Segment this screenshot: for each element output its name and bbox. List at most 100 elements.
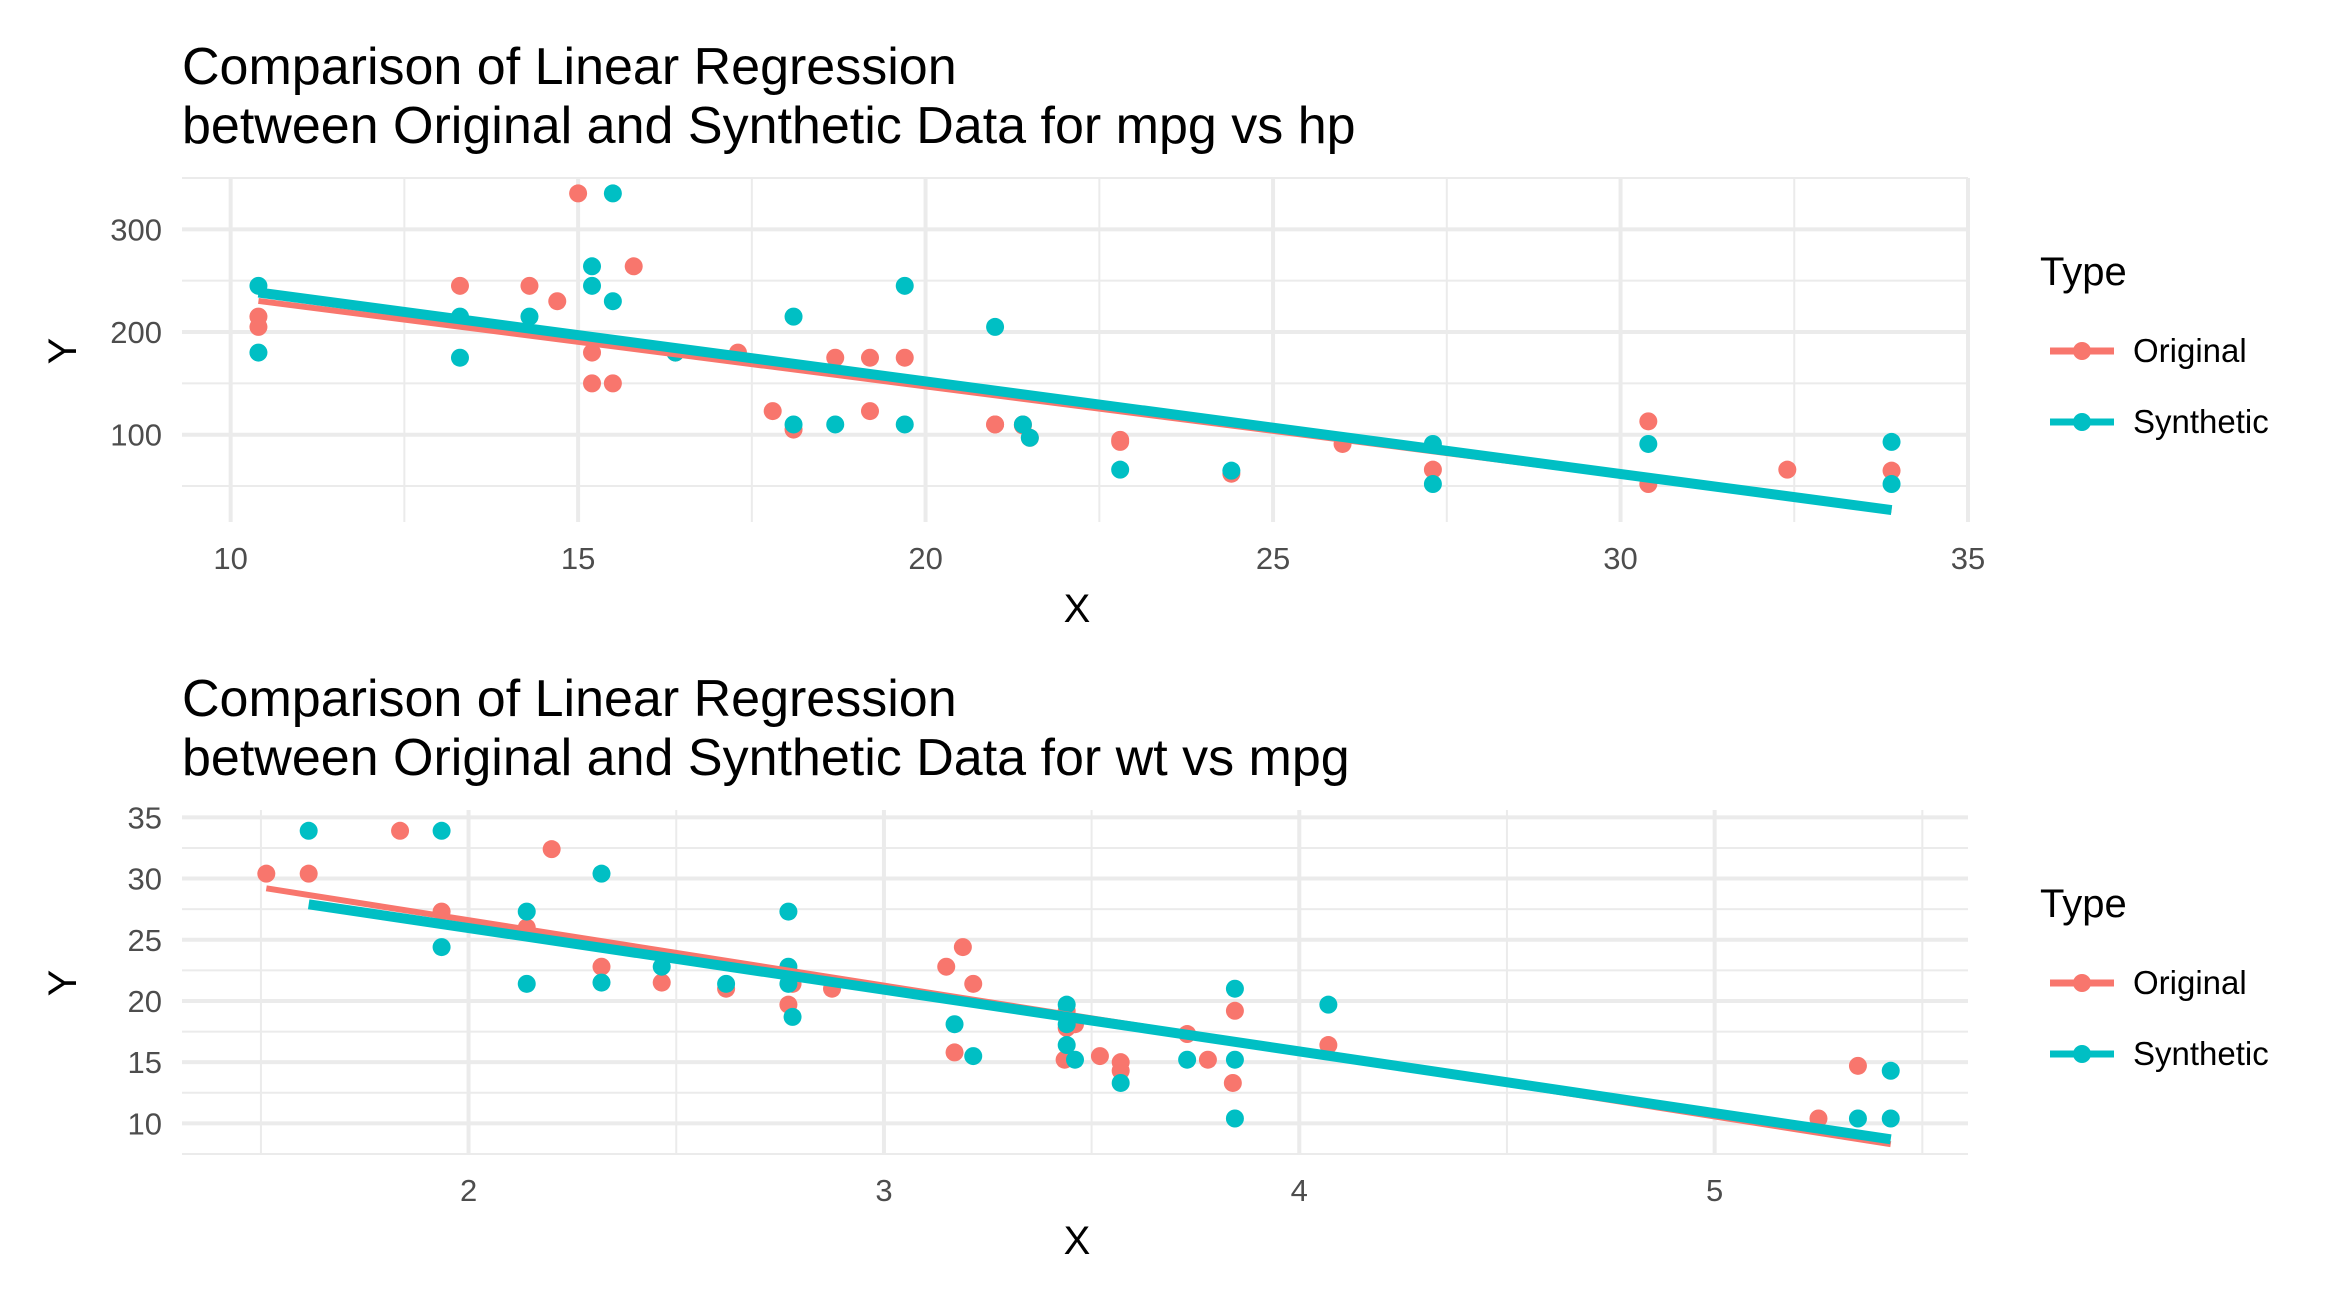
data-point-synthetic — [717, 974, 736, 993]
data-point-original — [860, 402, 879, 421]
data-point-original — [1111, 430, 1130, 449]
x-tick-label: 25 — [1256, 541, 1290, 576]
data-point-original — [548, 292, 567, 311]
y-tick-label: 300 — [110, 212, 162, 247]
x-axis-title: X — [1064, 587, 1091, 631]
x-axis-title: X — [1064, 1219, 1091, 1263]
data-point-synthetic — [1882, 475, 1901, 494]
data-point-original — [1882, 461, 1901, 480]
data-point-synthetic — [964, 1047, 983, 1066]
data-point-original — [257, 864, 276, 883]
y-tick-label: 100 — [110, 418, 162, 453]
x-tick-label: 15 — [561, 541, 595, 576]
data-point-synthetic — [1423, 475, 1442, 494]
data-point-synthetic — [603, 292, 622, 311]
data-point-synthetic — [1111, 1073, 1130, 1092]
x-tick-label: 3 — [875, 1173, 892, 1208]
legend-label-original: Original — [2133, 964, 2247, 1001]
data-point-original — [1225, 1001, 1244, 1020]
y-tick-label: 15 — [128, 1045, 162, 1080]
data-point-original — [583, 343, 602, 362]
data-point-synthetic — [1178, 1050, 1197, 1069]
x-tick-label: 5 — [1706, 1173, 1723, 1208]
grid-lines — [182, 810, 1968, 1155]
y-axis-title: Y — [41, 338, 85, 365]
data-point-original — [520, 276, 539, 295]
data-point-original — [299, 864, 318, 883]
series-original-points — [257, 821, 1867, 1128]
data-point-synthetic — [299, 821, 318, 840]
chart-wt-vs-mpg: Comparison of Linear Regression between … — [41, 670, 2269, 1263]
data-point-synthetic — [1881, 1061, 1900, 1080]
data-point-original — [986, 415, 1005, 434]
data-point-original — [1778, 460, 1797, 479]
data-point-original — [624, 257, 643, 276]
data-point-synthetic — [432, 938, 451, 957]
data-point-synthetic — [895, 415, 914, 434]
data-point-synthetic — [945, 1015, 964, 1034]
chart-title-line1: Comparison of Linear Regression — [182, 670, 957, 728]
data-point-synthetic — [520, 307, 539, 326]
series-synthetic-points — [299, 821, 1900, 1128]
data-point-original — [763, 402, 782, 421]
data-point-original — [964, 974, 983, 993]
chart-title-line1: Comparison of Linear Regression — [182, 38, 957, 96]
data-point-original — [1223, 1073, 1242, 1092]
legend-label-synthetic: Synthetic — [2133, 1035, 2269, 1072]
legend-key-point-synthetic — [2073, 1045, 2091, 1063]
y-tick-label: 200 — [110, 315, 162, 350]
data-point-original — [945, 1043, 964, 1062]
data-point-synthetic — [592, 973, 611, 992]
legend-key-point-original — [2073, 342, 2091, 360]
data-point-synthetic — [432, 821, 451, 840]
chart-title-line2: between Original and Synthetic Data for … — [182, 729, 1350, 787]
chart-mpg-vs-hp: Comparison of Linear Regression between … — [41, 38, 2269, 631]
data-point-original — [1423, 460, 1442, 479]
data-point-original — [1319, 1036, 1338, 1055]
x-tick-label: 4 — [1291, 1173, 1308, 1208]
y-tick-label: 25 — [128, 923, 162, 958]
chart-panel-2: Comparison of Linear Regression between … — [0, 632, 2349, 1272]
data-point-original — [1198, 1050, 1217, 1069]
data-point-original — [953, 938, 972, 957]
data-point-original — [391, 821, 410, 840]
data-point-original — [592, 957, 611, 976]
data-point-synthetic — [783, 1007, 802, 1026]
legend-label-original: Original — [2133, 332, 2247, 369]
data-point-synthetic — [895, 276, 914, 295]
x-tick-label: 30 — [1603, 541, 1637, 576]
x-tick-label: 2 — [460, 1173, 477, 1208]
data-point-original — [1111, 1053, 1130, 1072]
data-point-synthetic — [1881, 1109, 1900, 1128]
y-tick-label: 10 — [128, 1106, 162, 1141]
chart-title-line2: between Original and Synthetic Data for … — [182, 97, 1356, 155]
data-point-synthetic — [1225, 1050, 1244, 1069]
legend-title: Type — [2040, 250, 2127, 294]
y-tick-label: 30 — [128, 862, 162, 897]
data-point-original — [860, 348, 879, 367]
x-tick-label: 10 — [213, 541, 247, 576]
data-point-synthetic — [779, 902, 798, 921]
data-point-synthetic — [1639, 434, 1658, 453]
data-point-synthetic — [517, 902, 536, 921]
data-point-synthetic — [986, 317, 1005, 336]
data-point-synthetic — [1057, 1036, 1076, 1055]
data-point-synthetic — [1222, 461, 1241, 480]
data-point-original — [603, 374, 622, 393]
data-point-synthetic — [784, 415, 803, 434]
regression-line-synthetic — [307, 899, 1892, 1145]
data-point-synthetic — [1066, 1050, 1084, 1069]
legend-key-point-synthetic — [2073, 413, 2091, 431]
data-point-synthetic — [450, 348, 469, 367]
y-tick-label: 35 — [128, 800, 162, 835]
chart-panel-1: Comparison of Linear Regression between … — [0, 0, 2349, 640]
data-point-synthetic — [1013, 415, 1032, 434]
x-tick-label: 20 — [908, 541, 942, 576]
data-point-synthetic — [1111, 460, 1130, 479]
data-point-original — [1639, 412, 1658, 431]
data-point-original — [937, 957, 956, 976]
data-point-synthetic — [517, 974, 536, 993]
data-point-synthetic — [826, 415, 845, 434]
data-point-synthetic — [1020, 428, 1039, 447]
data-point-synthetic — [1319, 995, 1338, 1014]
